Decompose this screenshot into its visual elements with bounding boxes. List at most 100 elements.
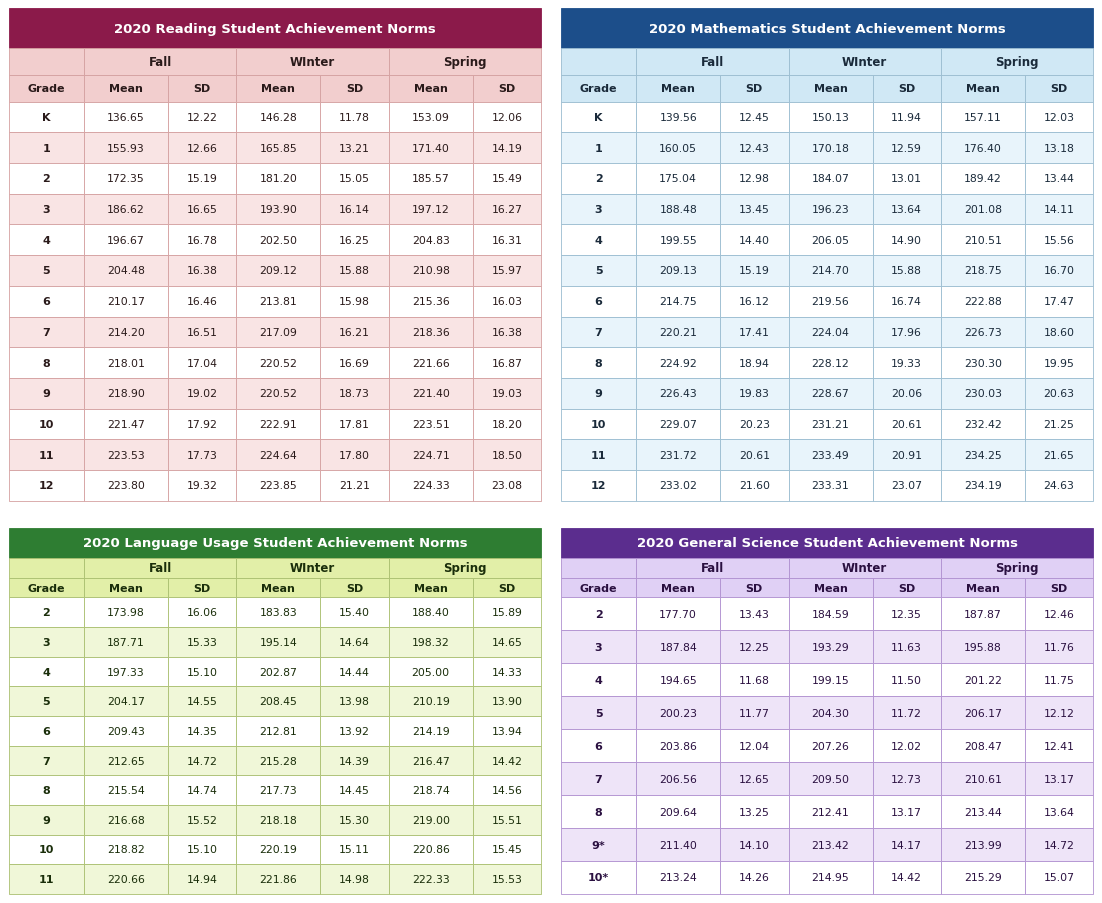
Bar [84,256,169,286]
Bar [1025,378,1093,409]
Bar [873,348,941,378]
Bar [941,256,1025,286]
Text: Grade: Grade [580,84,617,94]
Text: 16.69: 16.69 [339,358,370,368]
Bar [789,286,873,317]
Bar [941,348,1025,378]
Text: 213.81: 213.81 [260,297,298,307]
Text: 24.63: 24.63 [1044,480,1074,491]
Text: 221.66: 221.66 [412,358,450,368]
Text: 16.51: 16.51 [187,328,218,338]
Text: 15.30: 15.30 [339,815,370,825]
Text: 202.50: 202.50 [259,236,298,246]
Bar [473,776,541,805]
Bar [473,440,541,470]
Text: 233.49: 233.49 [812,451,850,461]
Bar [9,378,84,409]
Text: 188.48: 188.48 [659,205,698,215]
Text: 219.00: 219.00 [412,815,450,825]
Bar [389,409,473,440]
Bar [789,378,873,409]
Bar [721,134,789,163]
Bar [84,657,169,686]
Bar [873,762,941,796]
Bar [237,256,321,286]
Text: 20.63: 20.63 [1044,389,1074,399]
Text: 12.35: 12.35 [892,610,922,619]
Text: 210.51: 210.51 [964,236,1002,246]
Text: 209.43: 209.43 [107,726,145,736]
Bar [84,834,169,864]
Text: 16.46: 16.46 [187,297,218,307]
Text: 197.33: 197.33 [107,666,145,676]
Text: 224.33: 224.33 [412,480,450,491]
Text: 7: 7 [43,756,51,766]
Bar [561,9,1093,50]
Text: Mean: Mean [261,582,295,593]
Text: 15.98: 15.98 [339,297,370,307]
Bar [321,805,389,834]
Text: 8: 8 [595,358,603,368]
Text: 15.88: 15.88 [892,266,922,276]
Bar [789,664,873,696]
Text: 214.95: 214.95 [812,872,850,882]
Bar [169,348,237,378]
Text: 6: 6 [595,740,603,751]
Bar [636,103,721,134]
Text: 12.03: 12.03 [1044,113,1074,123]
Bar [169,598,237,628]
Text: 15.52: 15.52 [187,815,218,825]
Bar [1025,440,1093,470]
Bar [237,470,321,501]
Bar [561,378,636,409]
Text: Spring: Spring [443,562,487,574]
Text: 12.73: 12.73 [892,774,922,784]
Bar [9,558,84,578]
Text: 224.71: 224.71 [412,451,450,461]
Bar [389,225,473,256]
Text: Mean: Mean [414,582,447,593]
Bar [9,103,84,134]
Bar [237,716,321,746]
Bar [9,317,84,348]
Text: 11.68: 11.68 [739,675,770,685]
Bar [321,378,389,409]
Text: 193.29: 193.29 [812,642,850,652]
Text: 15.45: 15.45 [491,844,522,854]
Bar [721,409,789,440]
Bar [9,805,84,834]
Bar [789,696,873,730]
Bar [9,578,84,598]
Bar [9,776,84,805]
Text: SD: SD [194,582,210,593]
Bar [321,578,389,598]
Bar [1025,225,1093,256]
Text: 17.81: 17.81 [339,420,370,430]
Bar [636,796,721,828]
Bar [873,730,941,762]
Bar [9,286,84,317]
Bar [636,134,721,163]
Bar [636,598,721,630]
Bar [941,103,1025,134]
Text: 6: 6 [43,726,51,736]
Text: 215.28: 215.28 [260,756,298,766]
Text: Mean: Mean [813,582,847,593]
Bar [941,440,1025,470]
Text: 21.60: 21.60 [738,480,770,491]
Text: 10: 10 [39,420,54,430]
Bar [321,776,389,805]
Text: 215.36: 215.36 [412,297,450,307]
Bar [636,409,721,440]
Bar [237,440,321,470]
Text: 10: 10 [591,420,606,430]
Bar [321,103,389,134]
Text: 218.74: 218.74 [412,786,450,796]
Bar [473,578,541,598]
Text: 198.32: 198.32 [412,638,450,647]
Bar [169,103,237,134]
Text: 5: 5 [43,266,51,276]
Text: 215.54: 215.54 [107,786,145,796]
Bar [9,256,84,286]
Bar [169,746,237,776]
